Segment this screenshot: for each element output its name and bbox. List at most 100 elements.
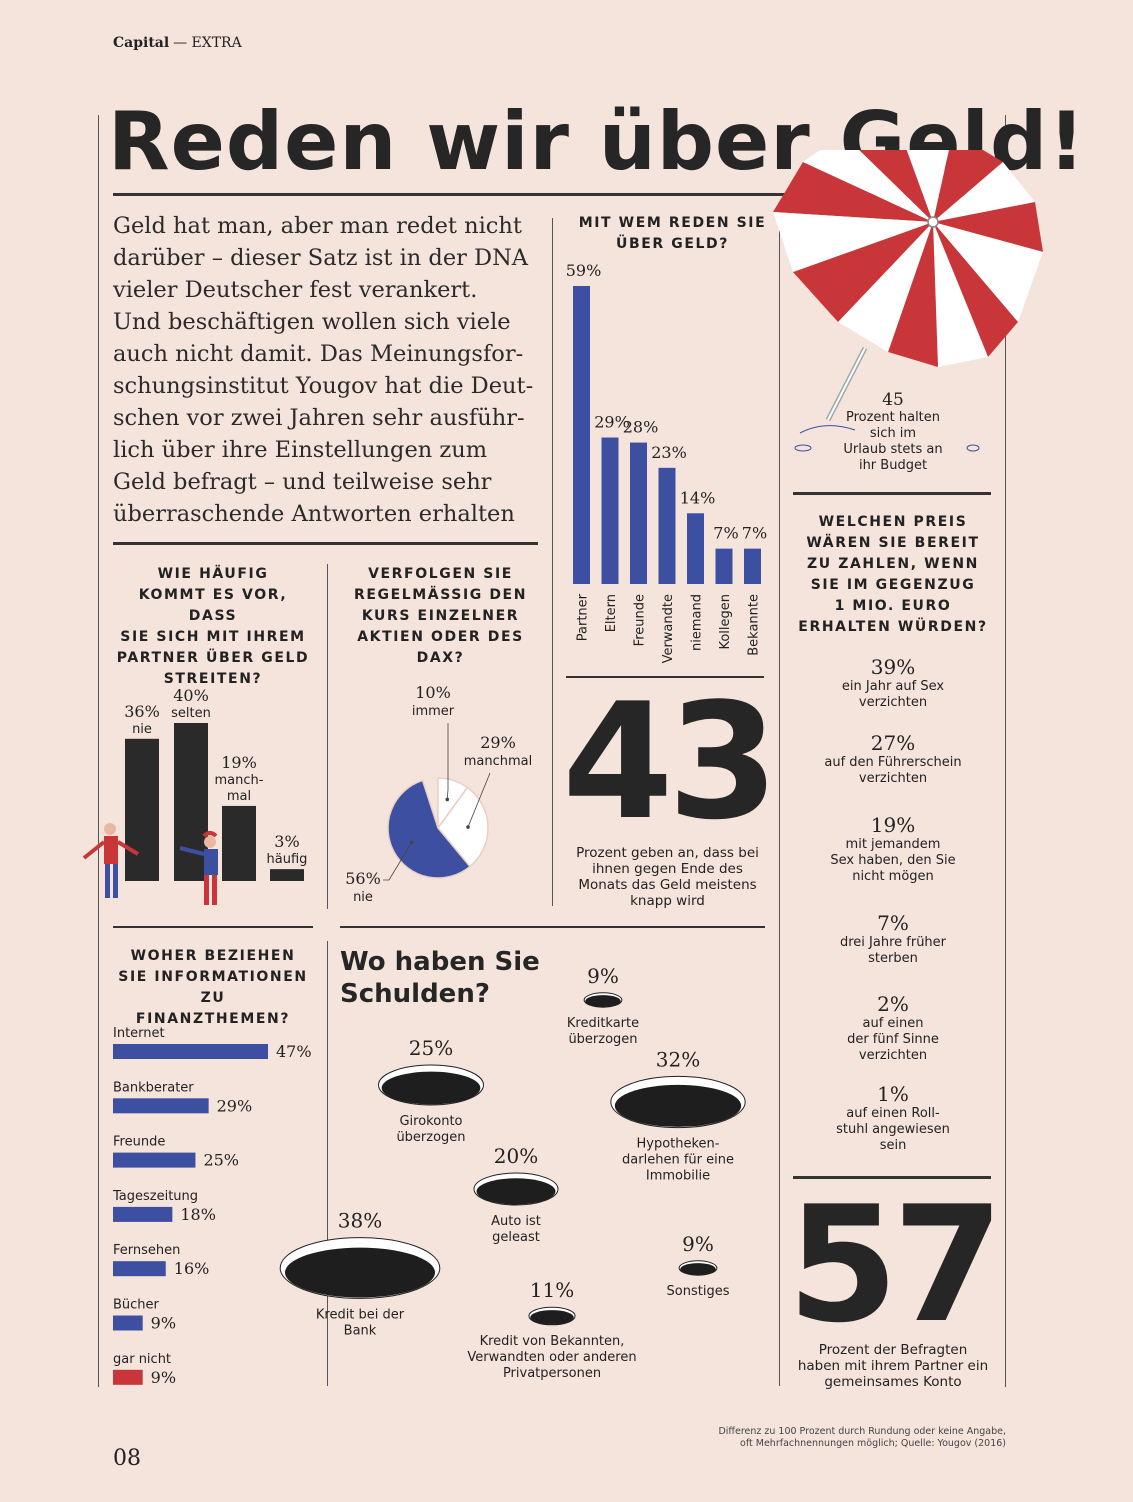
info-bar <box>113 1315 143 1331</box>
center-column-line <box>552 218 553 906</box>
preis-item-pct: 7% <box>877 911 909 935</box>
streit-value-label: 19% <box>221 753 257 772</box>
aktien-leader-line <box>383 842 413 881</box>
info-category-label: Fernsehen <box>113 1243 180 1258</box>
schulden-category-label: Kredit bei der <box>316 1307 405 1322</box>
brand: Capital <box>113 35 170 51</box>
preis-item-text: verzichten <box>858 771 928 786</box>
aktien-leader-dot <box>445 797 450 802</box>
aktien-title-line: KURS EINZELNER <box>361 608 520 624</box>
info-category-label: gar nicht <box>113 1352 171 1367</box>
preis-item-pct: 2% <box>877 992 909 1016</box>
mitwem-value-label: 29% <box>594 413 630 432</box>
aktien-leader-line <box>446 723 449 800</box>
aktien-column-line <box>327 564 328 909</box>
mitwem-category-label: Freunde <box>633 594 648 646</box>
aktien-leader-dot <box>466 825 470 829</box>
schulden-value-label: 38% <box>338 1209 382 1233</box>
schulden-hole <box>530 1310 574 1325</box>
preis-item: 27% auf den Führerschein verzichten <box>803 731 983 787</box>
preis-item: 1% auf einen Roll-stuhl angewiesen sein <box>803 1082 983 1154</box>
info-value-label: 9% <box>151 1368 176 1387</box>
mitwem-value-label: 23% <box>651 443 687 462</box>
footnote-line: oft Mehrfachnennungen möglich; Quelle: Y… <box>740 1438 1006 1449</box>
aktien-value-label: 10% <box>415 683 451 702</box>
streit-category-label: manch- <box>215 773 264 788</box>
stat57-text-line: Prozent der Befragten <box>818 1342 968 1358</box>
aktien-title-line: DAX? <box>416 650 465 666</box>
aktien-rule <box>340 926 765 928</box>
footnote: Differenz zu 100 Prozent durch Rundung o… <box>660 1426 1006 1450</box>
schulden-category-label: Bank <box>344 1323 377 1338</box>
mitwem-rule <box>566 676 764 678</box>
info-value-label: 29% <box>217 1096 253 1115</box>
info-bar <box>113 1369 143 1385</box>
schulden-hole <box>284 1247 436 1298</box>
streit-bar <box>174 723 208 881</box>
info-value-label: 47% <box>276 1042 312 1061</box>
aktien-leader-dot <box>409 840 414 845</box>
aktien-category-label: immer <box>412 704 455 719</box>
schulden-hole <box>585 995 621 1007</box>
preis-item: 19% mit jemandem Sex haben, den Sie nicht m… <box>803 813 983 885</box>
preis-item-text: sterben <box>868 951 918 966</box>
stat45-text: Prozent halten sich im Urlaub stets an ihr … <box>823 410 963 474</box>
stat45-text-line: Prozent halten <box>845 410 941 425</box>
preis-item-text: drei Jahre früher <box>839 935 947 950</box>
preis-title-line: WÄREN SIE BEREIT <box>806 535 980 551</box>
schulden-title-line: Schulden? <box>340 979 490 1009</box>
schulden-title-line: Wo haben Sie <box>340 947 540 977</box>
mitwem-category-label: Kollegen <box>718 594 733 650</box>
intro-line: überraschende Antworten erhalten <box>113 501 515 527</box>
schulden-value-label: 25% <box>409 1036 453 1060</box>
schulden-category-label: Hypotheken- <box>636 1137 719 1152</box>
stat43-text-line: Monats das Geld meistens <box>578 877 757 893</box>
schulden-category-label: Auto ist <box>491 1214 541 1229</box>
frame-right-line <box>1005 115 1006 1387</box>
streit-title-line: STREITEN? <box>163 671 263 687</box>
preis-title-line: ZU ZAHLEN, WENN <box>807 556 979 572</box>
streit-category-label: häufig <box>267 852 308 867</box>
aktien-value-label: 29% <box>480 733 516 752</box>
mitwem-bar <box>744 548 761 584</box>
preis-title-line: 1 MIO. EURO <box>834 598 952 614</box>
info-bar <box>113 1098 209 1114</box>
stat43-number: 43 <box>562 668 779 855</box>
mitwem-bar <box>658 467 676 584</box>
aktien-value-label: 56% <box>345 869 381 888</box>
stat57-text: Prozent der Befragten haben mit ihrem Par… <box>793 1342 993 1390</box>
mitwem-value-label: 14% <box>680 488 716 507</box>
stat43-text-line: knapp wird <box>630 893 705 909</box>
preis-item-text: sein <box>879 1138 907 1153</box>
preis-item-pct: 39% <box>870 655 916 679</box>
preis-item-text: auf den Führerschein <box>824 755 962 770</box>
couple-illustration-icon <box>82 823 218 905</box>
running-header: Capital — EXTRA <box>113 34 242 51</box>
aktien-title-line: REGELMÄSSIG DEN <box>353 587 528 603</box>
info-bar <box>113 1044 268 1059</box>
schulden-category-label: Girokonto <box>399 1114 462 1129</box>
streit-title-line: KOMMT ES VOR, DASS <box>138 587 288 624</box>
preis-item-text: stuhl angewiesen <box>836 1122 950 1137</box>
preis-item-text: auf einen <box>862 1016 924 1031</box>
aktien-title-line: AKTIEN ODER DES <box>357 629 524 645</box>
stat43-text: Prozent geben an, dass bei ihnen gegen En… <box>565 845 770 909</box>
mitwem-value-label: 7% <box>713 524 738 543</box>
aktien-title: VERFOLGEN SIE REGELMÄSSIG DEN KURS EINZELN… <box>338 564 543 669</box>
aktien-category-label: manchmal <box>464 754 533 769</box>
info-category-label: Bücher <box>113 1298 160 1313</box>
info-value-label: 18% <box>180 1205 216 1224</box>
intro-line: darüber – dieser Satz ist in der DNA <box>113 245 529 271</box>
schulden-hole <box>614 1084 742 1127</box>
intro-text: Geld hat man, aber man redet nicht darübe… <box>113 210 543 530</box>
info-category-label: Freunde <box>113 1135 165 1150</box>
page-number: 08 <box>113 1446 141 1471</box>
mitwem-title-line: MIT WEM REDEN SIE <box>578 215 767 231</box>
intro-line: Geld befragt – und teilweise sehr <box>113 469 492 495</box>
beach-umbrella-icon <box>773 150 1043 452</box>
streit-title-line: SIE SICH MIT IHREM <box>120 629 306 645</box>
info-bar <box>113 1152 196 1168</box>
schulden-value-label: 20% <box>494 1144 538 1168</box>
stat45-number: 45 <box>882 390 904 410</box>
mitwem-value-label: 28% <box>623 418 659 437</box>
